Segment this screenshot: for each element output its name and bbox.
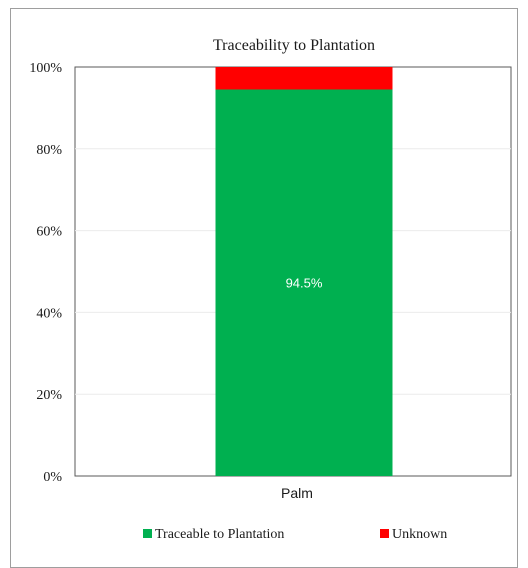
legend: Traceable to Plantation Unknown [143,527,447,542]
stacked-bar-chart: 94.5% 0% 20% 40% 60% 80% 100% Traceability to… [29,37,512,542]
y-tick-label: 60% [36,225,62,240]
y-tick-label: 20% [36,388,62,403]
y-tick-label: 100% [29,61,62,76]
x-category-label: Palm [281,485,313,501]
bar-segment-traceable-to-plantation [215,89,393,477]
y-axis-ticks: 0% 20% 40% 60% 80% 100% [29,61,62,485]
legend-swatch-traceable [143,529,152,538]
data-label: 94.5% [286,276,323,291]
legend-label-traceable: Traceable to Plantation [155,527,284,542]
y-tick-label: 80% [36,143,62,158]
bar-segment-unknown [215,67,393,90]
bars: 94.5% [215,67,393,477]
chart-title: Traceability to Plantation [213,37,375,54]
legend-swatch-unknown [380,529,389,538]
y-tick-label: 40% [36,306,62,321]
y-tick-label: 0% [43,470,62,485]
legend-label-unknown: Unknown [392,527,447,542]
